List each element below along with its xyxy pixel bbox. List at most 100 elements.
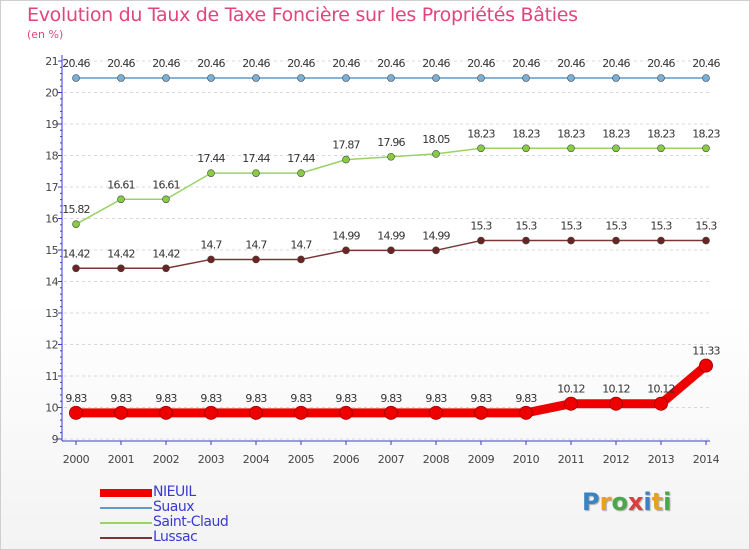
y-tick-label: 19 xyxy=(45,118,58,131)
data-label: 15.3 xyxy=(650,220,672,233)
data-label: 11.33 xyxy=(692,345,720,358)
data-label: 14.7 xyxy=(200,238,222,251)
data-point xyxy=(342,74,350,82)
x-tick-label: 2010 xyxy=(513,453,540,466)
data-label: 20.46 xyxy=(557,57,585,70)
data-label: 20.46 xyxy=(647,57,675,70)
data-point xyxy=(339,405,353,420)
x-tick-label: 2009 xyxy=(468,453,495,466)
data-point xyxy=(207,74,215,82)
legend-label: Suaux xyxy=(153,499,195,515)
data-point xyxy=(387,74,395,82)
data-label: 9.83 xyxy=(335,392,357,405)
data-point xyxy=(117,264,125,273)
data-label: 15.82 xyxy=(62,203,90,216)
data-label: 14.99 xyxy=(422,229,450,242)
data-point xyxy=(522,144,530,153)
data-point xyxy=(252,74,260,82)
data-label: 18.23 xyxy=(467,127,495,140)
data-point xyxy=(612,236,620,245)
legend-label: Saint-Claud xyxy=(153,514,229,530)
data-point xyxy=(159,405,173,420)
legend-label: Lussac xyxy=(153,529,198,545)
x-tick-label: 2004 xyxy=(243,453,270,466)
data-label: 20.46 xyxy=(422,57,450,70)
data-point xyxy=(117,195,125,204)
data-point xyxy=(657,236,665,245)
x-tick-label: 2001 xyxy=(108,453,134,466)
data-point xyxy=(342,246,350,255)
data-point xyxy=(567,144,575,153)
data-label: 17.44 xyxy=(197,152,225,165)
x-tick-label: 2014 xyxy=(693,453,720,466)
data-label: 16.61 xyxy=(152,178,180,191)
data-point xyxy=(114,405,128,420)
data-label: 15.3 xyxy=(695,220,717,233)
data-label: 9.83 xyxy=(380,392,402,405)
data-point xyxy=(294,405,308,420)
data-point xyxy=(207,169,215,177)
legend-label: NIEUIL xyxy=(153,484,196,500)
legend-swatch xyxy=(100,489,152,497)
logo-letter: i xyxy=(643,488,652,516)
x-tick-label: 2003 xyxy=(198,453,225,466)
data-point xyxy=(657,74,665,82)
data-point xyxy=(702,144,710,153)
data-label: 20.46 xyxy=(107,57,135,70)
data-point xyxy=(432,150,440,158)
data-label: 14.99 xyxy=(377,229,405,242)
logo-letter: t xyxy=(651,488,664,516)
data-label: 14.42 xyxy=(62,247,90,260)
data-label: 18.23 xyxy=(512,127,540,140)
data-point xyxy=(69,405,83,420)
data-point xyxy=(654,396,668,411)
data-label: 10.12 xyxy=(602,383,630,396)
data-point xyxy=(162,74,170,82)
data-point xyxy=(699,358,713,373)
data-label: 20.46 xyxy=(602,57,630,70)
logo-letter: i xyxy=(663,488,672,516)
data-point xyxy=(519,405,533,420)
data-label: 20.46 xyxy=(287,57,315,70)
data-point xyxy=(72,264,80,273)
data-point xyxy=(612,74,620,82)
y-tick-label: 20 xyxy=(45,87,58,100)
data-label: 20.46 xyxy=(152,57,180,70)
data-label: 10.12 xyxy=(557,383,585,396)
data-label: 14.7 xyxy=(290,238,312,251)
data-label: 16.61 xyxy=(107,178,135,191)
data-point xyxy=(432,246,440,255)
data-point xyxy=(72,220,80,228)
y-tick-label: 17 xyxy=(45,181,58,194)
data-point xyxy=(567,74,575,82)
data-point xyxy=(387,246,395,255)
legend-swatch xyxy=(100,507,152,509)
data-point xyxy=(612,144,620,153)
data-point xyxy=(384,405,398,420)
data-point xyxy=(252,169,260,177)
legend-swatch xyxy=(100,537,152,539)
x-tick-label: 2000 xyxy=(63,453,90,466)
data-point xyxy=(432,74,440,82)
chart-subtitle: (en %) xyxy=(27,28,64,41)
data-label: 17.44 xyxy=(242,152,270,165)
data-label: 18.05 xyxy=(422,133,450,146)
y-tick-label: 21 xyxy=(45,55,58,68)
data-label: 20.46 xyxy=(332,57,360,70)
y-tick-label: 11 xyxy=(45,370,58,383)
y-tick-label: 12 xyxy=(45,339,58,352)
data-label: 14.42 xyxy=(152,247,180,260)
data-point xyxy=(477,74,485,82)
x-tick-label: 2006 xyxy=(333,453,360,466)
proxiti-logo: Proxiti xyxy=(582,488,671,516)
data-label: 9.83 xyxy=(200,392,222,405)
data-label: 9.83 xyxy=(470,392,492,405)
data-label: 18.23 xyxy=(557,127,585,140)
x-tick-label: 2012 xyxy=(603,453,629,466)
data-label: 14.42 xyxy=(107,247,135,260)
legend-swatch xyxy=(100,522,152,524)
data-point xyxy=(204,405,218,420)
data-point xyxy=(564,396,578,411)
data-label: 14.7 xyxy=(245,238,267,251)
data-label: 18.23 xyxy=(602,127,630,140)
